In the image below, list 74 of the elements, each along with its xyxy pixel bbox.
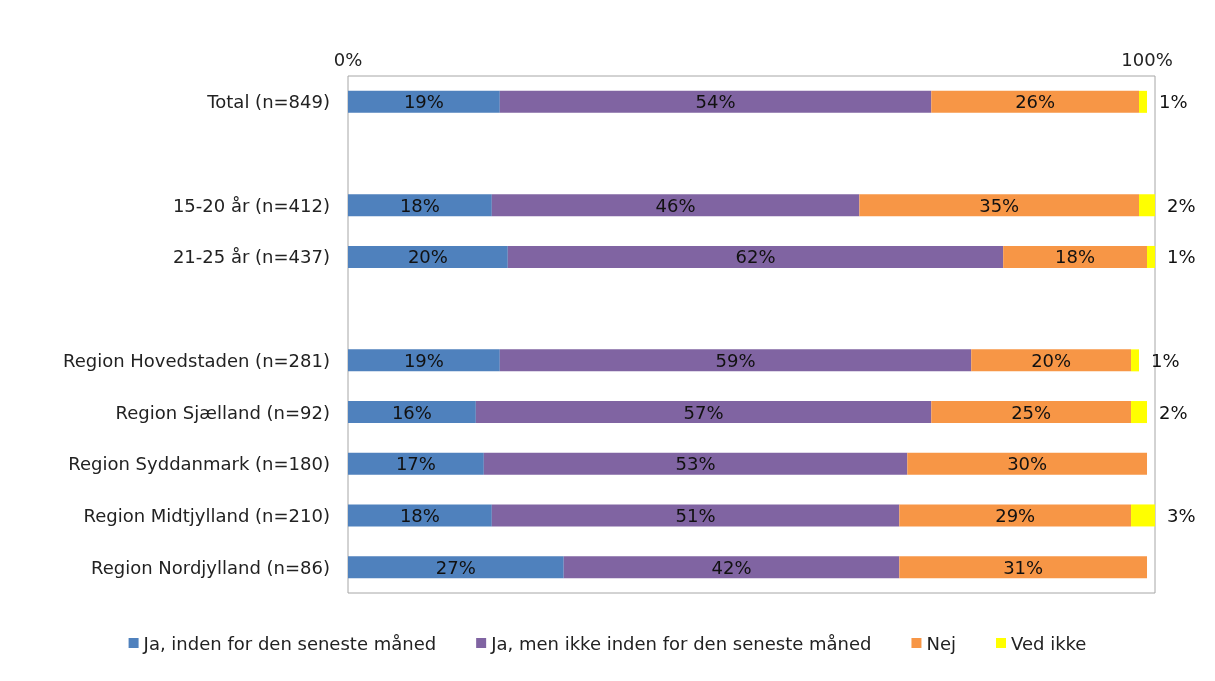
bar [1131, 401, 1148, 424]
data-label: 17% [395, 453, 436, 475]
data-label: 2% [1167, 194, 1196, 216]
bar [931, 401, 1132, 424]
bar [348, 90, 500, 113]
bar [899, 556, 1148, 579]
bar [348, 194, 492, 217]
bar [1131, 349, 1140, 372]
data-label: 1% [1151, 349, 1180, 371]
data-label: 35% [979, 194, 1020, 216]
data-label: 62% [735, 246, 776, 268]
bar [483, 452, 908, 475]
data-label: 30% [1007, 453, 1048, 475]
data-label: 53% [675, 453, 716, 475]
y-tick-label: Region Midtjylland (n=210) [83, 504, 330, 526]
data-label: 57% [683, 401, 724, 423]
data-label: 42% [711, 556, 752, 578]
y-tick-label: Region Sjælland (n=92) [115, 401, 330, 423]
bar [899, 504, 1132, 527]
data-label: 25% [1011, 401, 1052, 423]
data-label: 3% [1167, 504, 1196, 526]
bar [348, 452, 484, 475]
bar [1003, 245, 1148, 268]
bar [499, 349, 972, 372]
data-label: 16% [391, 401, 432, 423]
bar [1147, 245, 1155, 268]
data-label: 20% [407, 246, 448, 268]
y-tick-label: Region Hovedstaden (n=281) [62, 349, 330, 371]
bar [971, 349, 1132, 372]
bar [507, 245, 1004, 268]
data-label: 18% [399, 194, 440, 216]
data-label: 18% [1055, 246, 1096, 268]
legend-label: Ved ikke [1010, 632, 1087, 654]
legend-label: Ja, inden for den seneste måned [142, 632, 437, 654]
data-label: 20% [1031, 349, 1072, 371]
data-label: 59% [715, 349, 756, 371]
bar [859, 194, 1140, 217]
y-tick-label: 21-25 år (n=437) [172, 246, 330, 268]
data-label: 29% [995, 504, 1036, 526]
data-label: 46% [655, 194, 696, 216]
data-label: 54% [695, 91, 736, 113]
bar [1139, 90, 1148, 113]
x-tick-label: 0% [333, 48, 363, 70]
y-tick-label: Region Nordjylland (n=86) [90, 556, 330, 578]
bar [931, 90, 1140, 113]
data-label: 18% [399, 504, 440, 526]
bar [348, 401, 476, 424]
data-label: 26% [1015, 91, 1056, 113]
data-label: 1% [1159, 91, 1188, 113]
bar [491, 504, 900, 527]
x-tick-label: 100% [1121, 48, 1173, 70]
bar [348, 504, 492, 527]
bar [348, 245, 508, 268]
bar [499, 90, 932, 113]
bar [348, 349, 500, 372]
legend-label: Ja, men ikke inden for den seneste måned [490, 632, 872, 654]
y-tick-label: Region Syddanmark (n=180) [68, 453, 330, 475]
bar [1131, 504, 1155, 527]
bar [563, 556, 900, 579]
bar [907, 452, 1148, 475]
bar [491, 194, 860, 217]
bar [1139, 194, 1155, 217]
y-tick-label: Total (n=849) [206, 91, 330, 113]
bar [348, 556, 564, 579]
bar [475, 401, 932, 424]
data-label: 51% [675, 504, 716, 526]
data-label: 1% [1167, 246, 1196, 268]
legend-label: Nej [926, 632, 956, 654]
data-label: 19% [403, 349, 444, 371]
data-label: 2% [1159, 401, 1188, 423]
data-label: 19% [403, 91, 444, 113]
y-tick-label: 15-20 år (n=412) [172, 194, 330, 216]
data-label: 31% [1003, 556, 1044, 578]
data-label: 27% [435, 556, 476, 578]
